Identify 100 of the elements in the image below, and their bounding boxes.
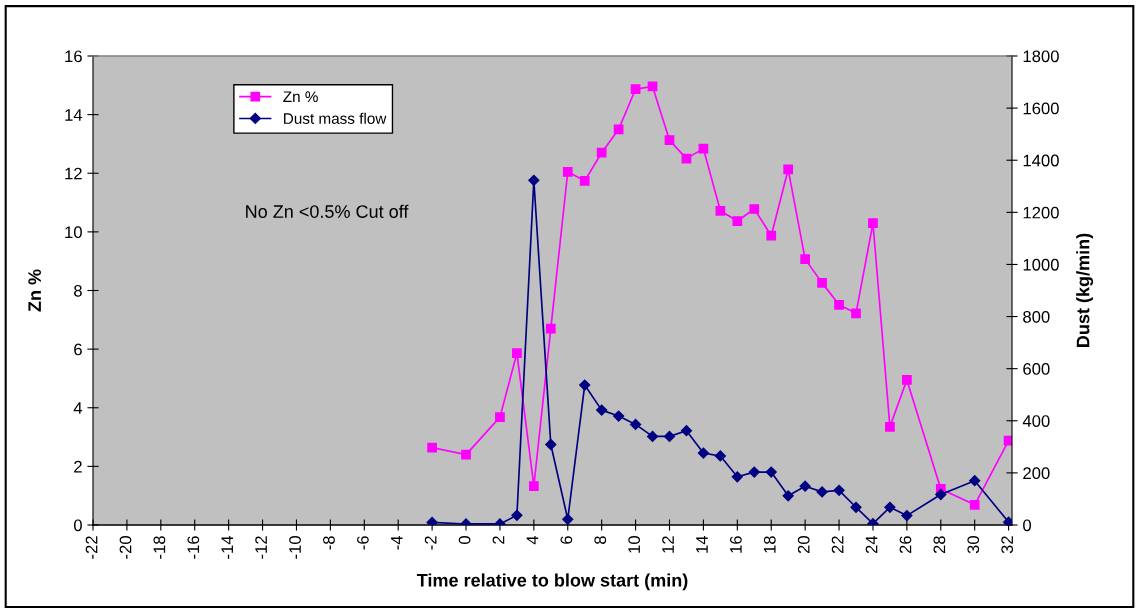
- point: [512, 348, 522, 359]
- point: [902, 375, 912, 385]
- point: [697, 447, 710, 459]
- point: [868, 218, 878, 228]
- x-tick-label: -22: [85, 536, 98, 559]
- point: [511, 509, 523, 521]
- point: [427, 442, 437, 453]
- y-tick-label: 0: [73, 519, 82, 532]
- point: [782, 490, 794, 502]
- x-tick-label: 6: [560, 536, 573, 544]
- point: [596, 404, 608, 416]
- point: [851, 308, 861, 319]
- x-tick-label: 4: [526, 535, 539, 545]
- x-tick-label: 8: [594, 536, 607, 544]
- point: [613, 410, 625, 422]
- point: [545, 323, 556, 334]
- point: [748, 466, 760, 478]
- x-tick-label: 14: [696, 535, 708, 553]
- point: [545, 438, 557, 451]
- point: [630, 84, 641, 94]
- x-tick-label: 24: [865, 535, 878, 554]
- legend-label: Zn %: [283, 91, 318, 103]
- y2-tick-label: 1600: [1023, 102, 1059, 115]
- x-tick-label: 28: [933, 536, 946, 554]
- point: [901, 510, 913, 522]
- point: [715, 205, 726, 216]
- x-tick-label: 20: [797, 536, 810, 554]
- x-tick-label: 10: [628, 536, 641, 553]
- point: [731, 471, 743, 483]
- y2-axis-title: Dust (kg/min): [1076, 233, 1094, 347]
- y2-tick-label: 400: [1022, 415, 1050, 427]
- x-tick-label: 22: [831, 536, 844, 554]
- point: [461, 449, 471, 460]
- point: [646, 430, 659, 443]
- x-tick-label: -2: [424, 536, 437, 550]
- point: [969, 499, 980, 510]
- y2-tick-label: 1200: [1023, 206, 1059, 219]
- y-tick-label: 16: [65, 50, 82, 63]
- point: [885, 421, 895, 432]
- y-tick-label: 10: [65, 226, 82, 239]
- point: [495, 412, 505, 422]
- point: [765, 466, 777, 478]
- y-tick-label: 4: [73, 402, 83, 414]
- point: [663, 430, 676, 443]
- legend-label: Dust mass flow: [284, 112, 387, 124]
- x-tick-label: 30: [967, 536, 980, 554]
- point: [562, 513, 574, 525]
- y2-tick-label: 1000: [1023, 258, 1059, 271]
- point: [680, 425, 693, 437]
- x-tick-label: -12: [255, 536, 267, 559]
- point: [766, 230, 777, 241]
- point: [799, 480, 811, 492]
- y2-tick-label: 1400: [1023, 154, 1059, 167]
- x-tick-label: 18: [763, 536, 776, 553]
- point: [579, 176, 590, 186]
- point: [969, 475, 981, 487]
- point: [562, 166, 573, 177]
- point: [800, 254, 811, 264]
- x-tick-label: -20: [119, 536, 132, 559]
- x-tick-label: -14: [221, 535, 233, 559]
- y2-tick-label: 600: [1023, 363, 1050, 375]
- y-tick-label: 6: [74, 343, 82, 356]
- point: [850, 501, 862, 513]
- y-axis-title: Zn %: [28, 269, 41, 312]
- point: [664, 135, 675, 145]
- x-tick-label: -8: [323, 536, 335, 550]
- y-tick-label: 14: [65, 109, 83, 121]
- x-axis-title: Time relative to blow start (min): [416, 573, 688, 591]
- x-tick-label: -18: [153, 536, 166, 559]
- point: [732, 216, 743, 226]
- point: [834, 300, 844, 310]
- y-tick-label: 8: [74, 284, 82, 297]
- x-tick-label: 32: [1001, 536, 1014, 554]
- annotation: No Zn <0.5% Cut off: [246, 204, 409, 218]
- point: [528, 481, 539, 491]
- x-tick-label: 16: [729, 536, 742, 553]
- point: [935, 488, 947, 501]
- point: [579, 379, 591, 391]
- point: [816, 486, 828, 498]
- y2-tick-label: 1800: [1023, 50, 1059, 63]
- point: [426, 516, 438, 525]
- point: [817, 278, 827, 288]
- y2-tick-label: 800: [1023, 310, 1050, 323]
- x-tick-label: 0: [458, 536, 471, 545]
- x-tick-label: -16: [187, 536, 200, 559]
- x-tick-label: 12: [662, 536, 674, 553]
- x-tick-label: -6: [356, 536, 369, 550]
- x-tick-label: -4: [391, 535, 403, 550]
- point: [714, 450, 726, 462]
- x-tick-label: 26: [899, 536, 912, 554]
- point: [528, 174, 540, 186]
- point: [884, 501, 896, 513]
- y-tick-label: 12: [65, 167, 82, 180]
- point: [596, 147, 607, 158]
- y-tick-label: 2: [74, 460, 82, 473]
- point: [833, 484, 845, 496]
- point: [629, 418, 642, 431]
- y2-tick-label: 0: [1023, 519, 1032, 532]
- x-tick-label: -10: [289, 536, 301, 559]
- point: [613, 124, 624, 135]
